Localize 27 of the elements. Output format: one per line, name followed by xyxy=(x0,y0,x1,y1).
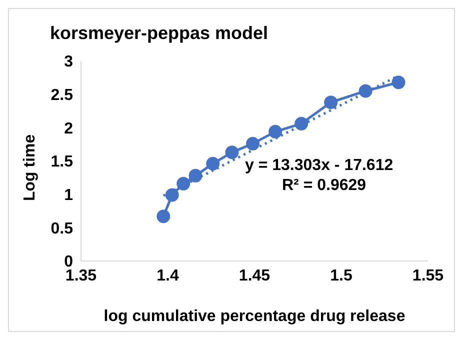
chart-title: korsmeyer-peppas model xyxy=(48,23,270,44)
x-axis-title: log cumulative percentage drug release xyxy=(104,308,406,325)
y-tick-label: 3 xyxy=(64,54,74,71)
x-tick-label: 1.4 xyxy=(156,267,179,284)
x-tick-label: 1.5 xyxy=(330,267,352,284)
point xyxy=(176,176,190,190)
point xyxy=(324,96,338,110)
point xyxy=(188,168,202,182)
point xyxy=(268,124,282,138)
point xyxy=(156,210,170,224)
point xyxy=(165,188,179,202)
y-tick-label: 1 xyxy=(64,187,74,204)
y-tick-label: 2.5 xyxy=(50,87,74,104)
y-tick-label: 1.5 xyxy=(50,154,74,171)
point xyxy=(246,136,260,150)
annotation: R² = 0.9629 xyxy=(282,177,366,195)
point xyxy=(358,84,372,98)
y-axis-title: Log time xyxy=(22,134,39,201)
point xyxy=(206,156,220,170)
point xyxy=(294,116,308,130)
x-tick-label: 1.55 xyxy=(412,267,444,284)
annotation: y = 13.303x - 17.612 xyxy=(245,157,394,175)
point xyxy=(392,76,406,90)
x-tick-label: 1.45 xyxy=(238,267,270,284)
y-tick-label: 2 xyxy=(64,120,74,138)
point xyxy=(225,146,239,160)
y-tick-label: 0.5 xyxy=(50,220,74,238)
